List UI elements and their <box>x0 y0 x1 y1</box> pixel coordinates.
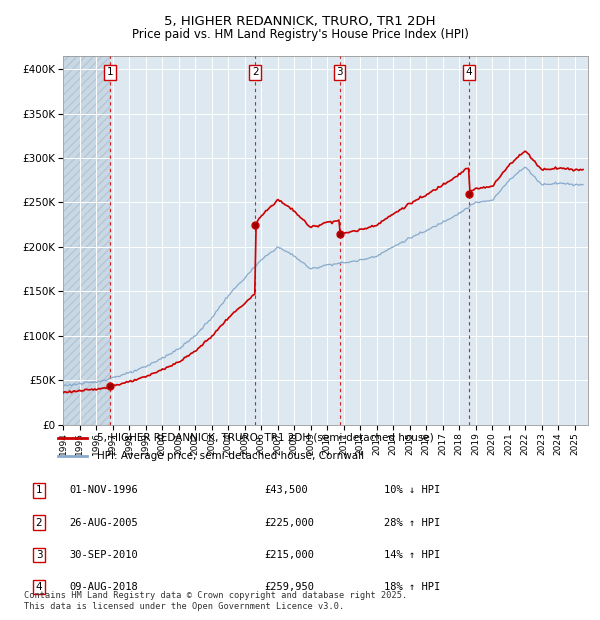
Text: 28% ↑ HPI: 28% ↑ HPI <box>384 518 440 528</box>
Text: 10% ↓ HPI: 10% ↓ HPI <box>384 485 440 495</box>
Text: 5, HIGHER REDANNICK, TRURO, TR1 2DH: 5, HIGHER REDANNICK, TRURO, TR1 2DH <box>164 16 436 29</box>
Text: 2: 2 <box>252 68 259 78</box>
Text: Contains HM Land Registry data © Crown copyright and database right 2025.
This d: Contains HM Land Registry data © Crown c… <box>24 591 407 611</box>
Text: £259,950: £259,950 <box>264 582 314 592</box>
Text: £215,000: £215,000 <box>264 550 314 560</box>
Text: 30-SEP-2010: 30-SEP-2010 <box>69 550 138 560</box>
Text: 2: 2 <box>35 518 43 528</box>
Text: Price paid vs. HM Land Registry's House Price Index (HPI): Price paid vs. HM Land Registry's House … <box>131 28 469 41</box>
Bar <box>63 56 110 425</box>
Text: 18% ↑ HPI: 18% ↑ HPI <box>384 582 440 592</box>
Text: 3: 3 <box>336 68 343 78</box>
Text: £225,000: £225,000 <box>264 518 314 528</box>
Text: 4: 4 <box>466 68 472 78</box>
Text: 14% ↑ HPI: 14% ↑ HPI <box>384 550 440 560</box>
Text: 1: 1 <box>106 68 113 78</box>
Text: 4: 4 <box>35 582 43 592</box>
Text: 3: 3 <box>35 550 43 560</box>
Text: 5, HIGHER REDANNICK, TRURO, TR1 2DH (semi-detached house): 5, HIGHER REDANNICK, TRURO, TR1 2DH (sem… <box>97 433 434 443</box>
Text: 09-AUG-2018: 09-AUG-2018 <box>69 582 138 592</box>
Bar <box>63 56 110 425</box>
Text: HPI: Average price, semi-detached house, Cornwall: HPI: Average price, semi-detached house,… <box>97 451 364 461</box>
Text: 26-AUG-2005: 26-AUG-2005 <box>69 518 138 528</box>
Text: 01-NOV-1996: 01-NOV-1996 <box>69 485 138 495</box>
Text: £43,500: £43,500 <box>264 485 308 495</box>
Text: 1: 1 <box>35 485 43 495</box>
